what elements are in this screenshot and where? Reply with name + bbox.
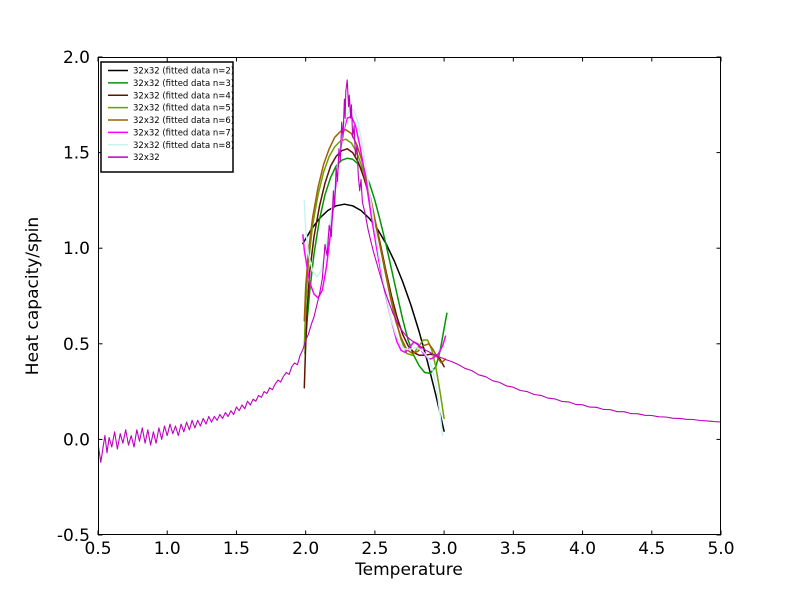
legend-entry-label: 32x32 (fitted data n=4) <box>133 91 234 101</box>
legend-box: 32x32 (fitted data n=2) 32x32 (fitted dat… <box>100 61 234 173</box>
x-tick-label: 2.5 <box>361 539 388 559</box>
legend-entry-label: 32x32 (fitted data n=5) <box>133 104 234 114</box>
y-tick-label: 1.0 <box>63 239 90 259</box>
legend-entry-label: 32x32 (fitted data n=6) <box>133 116 234 126</box>
legend-entry-label: 32x32 (fitted data n=7) <box>133 128 234 138</box>
series-line-5 <box>302 115 447 360</box>
x-tick-label: 1.5 <box>223 539 250 559</box>
x-tick-label: 5.0 <box>707 539 734 559</box>
legend-entry-label: 32x32 (fitted data n=3) <box>133 79 234 89</box>
x-axis-label: Temperature <box>354 560 463 580</box>
y-tick-label: 1.5 <box>63 144 90 164</box>
legend-entry-label: 32x32 <box>133 153 160 163</box>
legend-entry-label: 32x32 (fitted data n=8) <box>133 141 234 151</box>
axes-spines <box>98 57 721 535</box>
plot-series <box>98 79 721 463</box>
series-line-7 <box>98 79 721 463</box>
plot-border <box>98 57 721 535</box>
x-tick-label: 0.5 <box>84 539 111 559</box>
y-tick-label: 0.0 <box>63 430 90 450</box>
legend-frame <box>100 61 234 173</box>
series-line-0 <box>302 203 445 432</box>
x-tick-label: 4.5 <box>638 539 665 559</box>
series-line-1 <box>304 157 448 375</box>
x-tick-label: 3.0 <box>431 539 458 559</box>
y-tick-label: 2.0 <box>63 48 90 68</box>
x-tick-label: 3.5 <box>500 539 527 559</box>
y-tick-label: -0.5 <box>57 526 90 546</box>
y-tick-label: 0.5 <box>63 335 90 355</box>
legend-entry-label: 32x32 (fitted data n=2) <box>133 67 234 77</box>
x-tick-label: 2.0 <box>292 539 319 559</box>
y-axis-label: Heat capacity/spin <box>23 217 43 375</box>
axis-ticks: 0.5 1.0 1.5 2.0 2.5 3.0 3.5 4.0 4.5 5.0 -0.5 0.0 0.5… <box>57 48 735 559</box>
x-tick-label: 1.0 <box>154 539 181 559</box>
x-tick-label: 4.0 <box>569 539 596 559</box>
series-line-4 <box>303 128 447 364</box>
